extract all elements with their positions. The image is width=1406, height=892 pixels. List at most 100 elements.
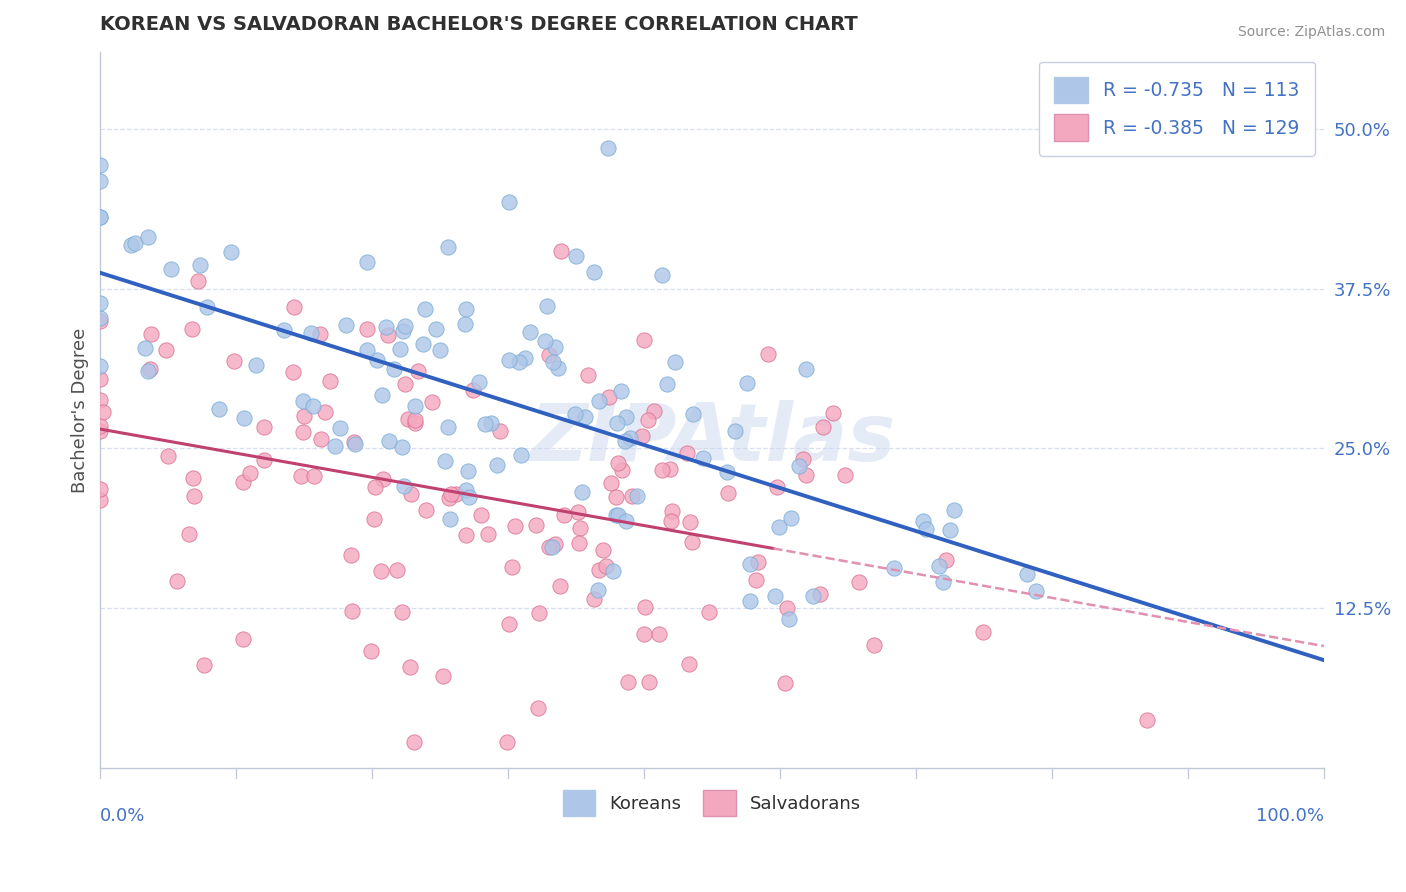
Point [496, 735, 519, 749]
Point [406, 363, 429, 377]
Legend: Koreans, Salvadorans: Koreans, Salvadorans [555, 783, 869, 823]
Point [606, 417, 628, 431]
Point [537, 540, 560, 554]
Point [382, 362, 405, 376]
Point [716, 465, 738, 479]
Point [564, 407, 586, 421]
Point [1135, 713, 1157, 727]
Point [524, 518, 547, 533]
Point [582, 265, 605, 279]
Point [219, 245, 242, 260]
Text: ZIPAtlas: ZIPAtlas [529, 400, 896, 477]
Point [548, 579, 571, 593]
Point [89, 392, 111, 407]
Point [398, 659, 420, 673]
Point [498, 353, 520, 368]
Point [371, 387, 394, 401]
Point [425, 322, 447, 336]
Point [415, 503, 437, 517]
Point [432, 669, 454, 683]
Point [343, 436, 366, 450]
Point [412, 336, 434, 351]
Point [273, 323, 295, 337]
Point [89, 211, 111, 225]
Point [614, 409, 637, 424]
Point [592, 543, 614, 558]
Point [437, 491, 460, 505]
Point [89, 314, 111, 328]
Point [633, 333, 655, 347]
Text: Source: ZipAtlas.com: Source: ZipAtlas.com [1237, 25, 1385, 39]
Point [356, 321, 378, 335]
Point [440, 487, 463, 501]
Point [309, 327, 332, 342]
Point [89, 296, 111, 310]
Point [474, 417, 496, 431]
Point [323, 439, 346, 453]
Point [413, 302, 436, 317]
Point [678, 657, 700, 671]
Point [138, 362, 160, 376]
Point [301, 399, 323, 413]
Point [89, 372, 111, 386]
Point [811, 419, 834, 434]
Point [195, 301, 218, 315]
Point [808, 587, 831, 601]
Point [340, 548, 363, 562]
Point [834, 468, 856, 483]
Point [89, 418, 111, 433]
Point [391, 441, 413, 455]
Point [544, 341, 567, 355]
Point [661, 504, 683, 518]
Point [737, 376, 759, 391]
Point [179, 526, 201, 541]
Point [526, 700, 548, 714]
Point [648, 627, 671, 641]
Point [363, 480, 385, 494]
Point [569, 521, 592, 535]
Point [89, 425, 111, 439]
Point [613, 434, 636, 448]
Point [533, 334, 555, 349]
Point [136, 230, 159, 244]
Point [588, 563, 610, 577]
Point [377, 327, 399, 342]
Point [567, 505, 589, 519]
Point [1025, 584, 1047, 599]
Point [404, 413, 426, 427]
Point [454, 528, 477, 542]
Point [290, 469, 312, 483]
Point [356, 343, 378, 357]
Point [738, 593, 761, 607]
Point [477, 526, 499, 541]
Point [343, 435, 366, 450]
Point [763, 589, 786, 603]
Point [912, 514, 935, 528]
Point [470, 508, 492, 522]
Point [598, 141, 620, 155]
Point [329, 421, 352, 435]
Point [157, 449, 180, 463]
Point [848, 574, 870, 589]
Point [773, 675, 796, 690]
Point [630, 429, 652, 443]
Point [155, 343, 177, 357]
Point [537, 348, 560, 362]
Point [467, 375, 489, 389]
Point [821, 406, 844, 420]
Point [582, 591, 605, 606]
Point [91, 405, 114, 419]
Point [141, 326, 163, 341]
Point [692, 450, 714, 465]
Point [595, 559, 617, 574]
Point [120, 238, 142, 252]
Point [89, 173, 111, 187]
Point [508, 354, 530, 368]
Point [519, 326, 541, 340]
Point [124, 236, 146, 251]
Point [498, 617, 520, 632]
Point [626, 489, 648, 503]
Point [747, 555, 769, 569]
Point [513, 351, 536, 366]
Point [637, 413, 659, 427]
